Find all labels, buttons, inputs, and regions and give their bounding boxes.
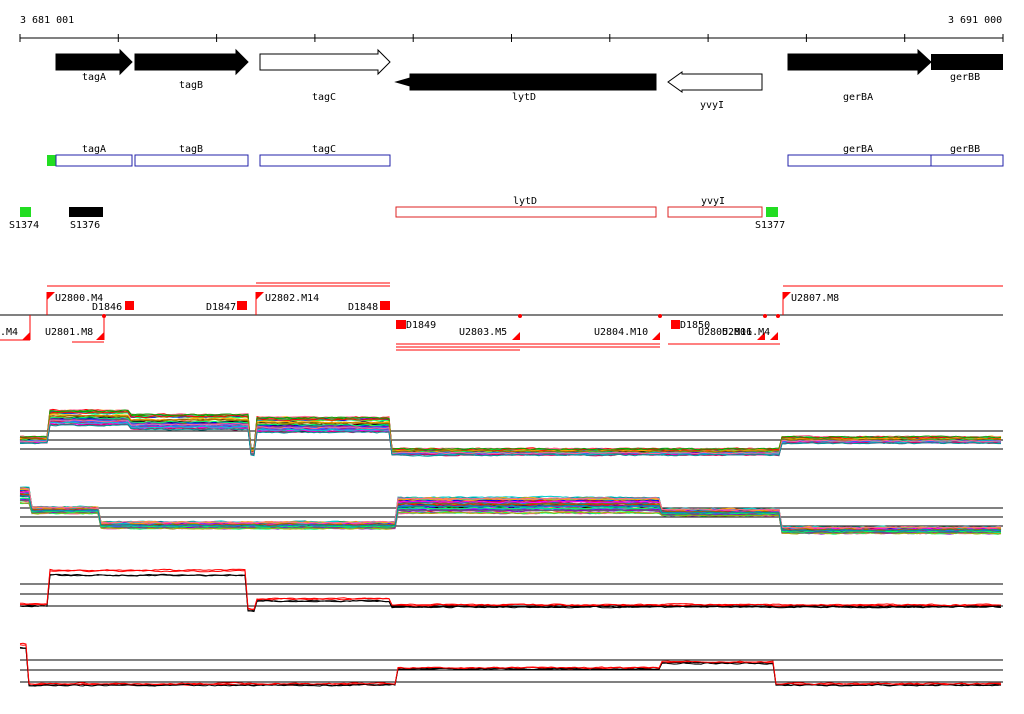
expression-profile (19, 568, 1001, 611)
expression-panel-4 (19, 642, 1003, 687)
segment-label: .M4 (0, 327, 18, 338)
segment-flag (757, 332, 765, 340)
segment-label: U2801.M8 (45, 327, 93, 338)
coordinate-ruler: 3 681 001 3 691 000 (19, 15, 1004, 42)
deletion-marker[interactable] (380, 301, 390, 310)
expression-profile (19, 487, 1002, 529)
gene-label: tagA (82, 72, 106, 83)
expression-profile (20, 569, 1002, 611)
sigma-site-label: S1377 (755, 220, 785, 231)
reverse-feature-track: S1374 S1376 S1377 lytD yvyI (9, 196, 785, 231)
tss-marker (47, 155, 56, 166)
segment-label: D1848 (348, 302, 378, 313)
segment-label: U2805.M11 (698, 327, 752, 338)
feature-box-lytD[interactable] (395, 206, 657, 218)
gene-track: tagA tagB tagC lytD yvyI gerBA gerBB (55, 48, 1003, 111)
gene-tagA[interactable]: tagA (55, 48, 133, 83)
expression-profile (19, 414, 1002, 453)
feature-box-tagA[interactable] (55, 154, 133, 167)
ruler-start-label: 3 681 001 (20, 15, 74, 26)
segment-label: U2806.M4 (722, 327, 770, 338)
segment-track: U2800.M4 D1846 D1847 U2802.M14 D1848 U28… (0, 282, 1003, 351)
sigma-site-label: S1376 (70, 220, 100, 231)
sigma-site-marker[interactable] (766, 207, 778, 217)
segment-label: D1850 (680, 320, 710, 331)
segment-flag (22, 332, 30, 340)
feature-label: gerBA (843, 144, 873, 155)
segment-label: D1847 (206, 302, 236, 313)
segment-flag (652, 332, 660, 340)
feature-label: tagA (82, 144, 106, 155)
gene-gerBA[interactable]: gerBA (787, 48, 932, 103)
deletion-marker[interactable] (671, 320, 680, 329)
feature-label: gerBB (950, 144, 980, 155)
gene-label: yvyI (700, 100, 724, 111)
expression-tracks (19, 408, 1003, 687)
feature-label: yvyI (701, 196, 725, 207)
feature-box-gerBA[interactable] (787, 154, 932, 167)
segment-label: D1846 (92, 302, 122, 313)
segment-label: U2807.M8 (791, 293, 839, 304)
sigma-site-label: S1374 (9, 220, 39, 231)
segment-flag (512, 332, 520, 340)
expression-panel-3 (19, 568, 1003, 613)
expression-profile (19, 419, 1002, 455)
gene-yvyI[interactable]: yvyI (667, 71, 763, 111)
gene-tagB[interactable]: tagB (134, 48, 249, 91)
segment-label: U2802.M14 (265, 293, 319, 304)
feature-box-tagB[interactable] (134, 154, 249, 167)
gene-label: gerBA (843, 92, 873, 103)
expression-profile (19, 412, 1002, 452)
expression-panel-1 (19, 408, 1003, 457)
feature-box-tagC[interactable] (259, 154, 391, 167)
segment-label: U2803.M5 (459, 327, 507, 338)
expression-profile (19, 414, 1002, 453)
segment-label: U2800.M4 (55, 293, 103, 304)
feature-box-yvyI[interactable] (667, 206, 763, 218)
ruler-end-label: 3 691 000 (948, 15, 1002, 26)
expression-profile (19, 495, 1002, 533)
expression-profile (19, 646, 1002, 687)
feature-label: tagC (312, 144, 336, 155)
expression-profile (19, 644, 1001, 686)
gene-gerBB[interactable]: gerBB (931, 54, 1003, 83)
expression-profile (19, 642, 1002, 686)
segment-label: U2804.M10 (594, 327, 648, 338)
sigma-site-marker[interactable] (20, 207, 31, 217)
expression-profile (19, 492, 1001, 531)
gene-tagC[interactable]: tagC (259, 48, 391, 103)
segment-label: D1849 (406, 320, 436, 331)
segment-flag (770, 332, 778, 340)
expression-profile (19, 497, 1002, 533)
expression-profile (19, 409, 1002, 451)
gene-label: tagC (312, 92, 336, 103)
expression-profile (19, 502, 1001, 535)
segment-flag (783, 292, 791, 300)
gene-label: tagB (179, 80, 203, 91)
deletion-marker[interactable] (237, 301, 247, 310)
expression-profile (20, 423, 1001, 457)
segment-flag (96, 332, 104, 340)
segment-flag (256, 292, 264, 300)
segment-flag (47, 292, 55, 300)
gene-label: gerBB (950, 72, 980, 83)
deletion-marker[interactable] (125, 301, 134, 310)
gene-lytD[interactable]: lytD (394, 73, 657, 103)
expression-profile (19, 647, 1002, 687)
feature-label: tagB (179, 144, 203, 155)
expression-profile (19, 573, 1002, 613)
forward-feature-track: tagA tagB tagC gerBA gerBB (47, 144, 1004, 167)
deletion-marker[interactable] (396, 320, 406, 329)
expression-profile (19, 411, 1002, 452)
expression-panel-2 (19, 486, 1003, 535)
gene-label: lytD (512, 92, 536, 103)
feature-label: lytD (513, 196, 537, 207)
sigma-site-marker[interactable] (69, 207, 103, 217)
feature-box-gerBB[interactable] (930, 154, 1004, 167)
